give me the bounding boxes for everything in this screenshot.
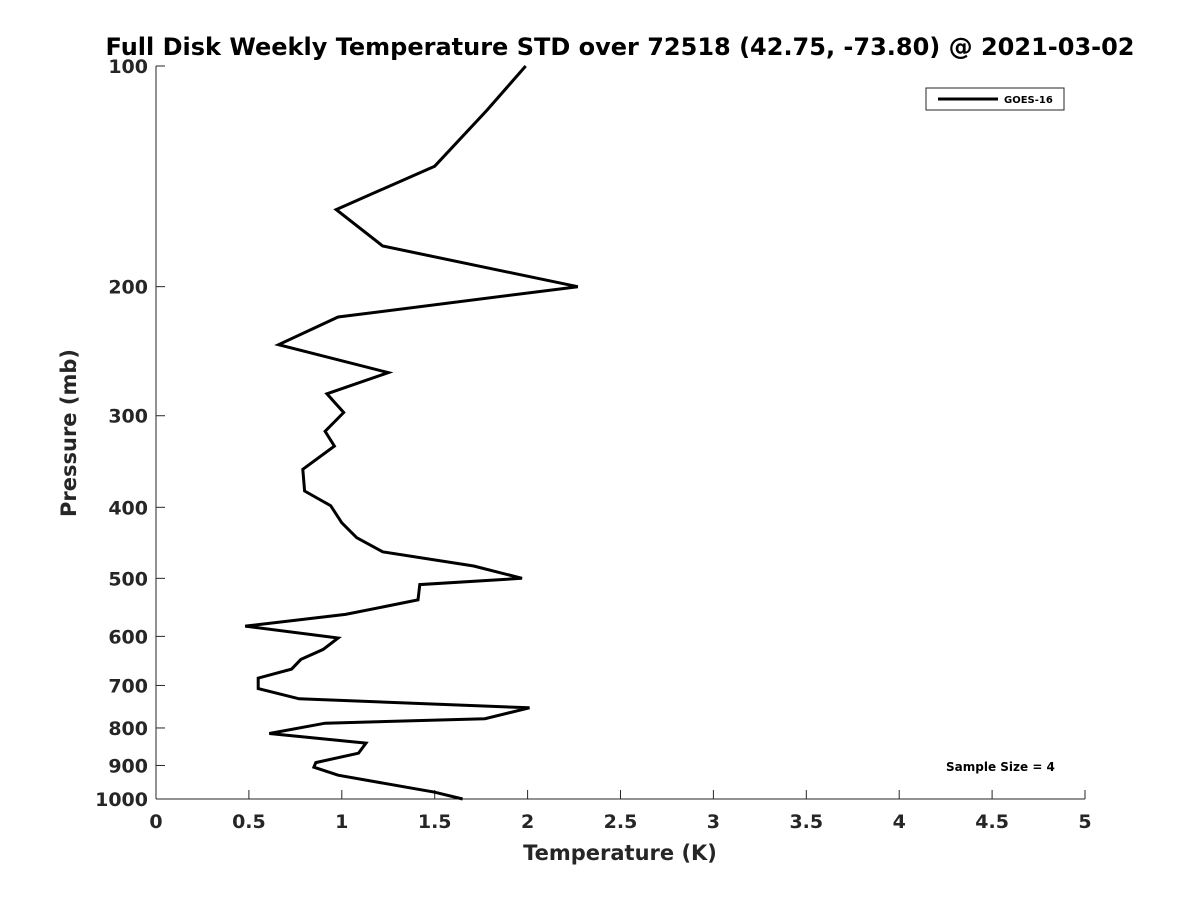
- sample-size-annotation: Sample Size = 4: [946, 760, 1055, 774]
- y-tick-label: 400: [108, 497, 148, 519]
- x-tick-label: 3.5: [789, 811, 823, 833]
- legend: GOES-16: [925, 87, 1065, 111]
- x-ticks: 0 0.5 1 1.5 2 2.5 3 3.5 4 4.5 5: [149, 790, 1092, 833]
- legend-label: GOES-16: [1004, 95, 1053, 106]
- series-line-goes-16: [245, 65, 579, 801]
- x-tick-label: 0: [149, 811, 162, 833]
- x-tick-label: 1: [335, 811, 348, 833]
- y-tick-label: 500: [108, 568, 148, 590]
- y-tick-label: 1000: [95, 789, 148, 811]
- y-ticks: 100 200 300 400 500 600 700 800 900 1000: [95, 56, 165, 811]
- x-tick-label: 2.5: [604, 811, 638, 833]
- x-tick-label: 1.5: [418, 811, 452, 833]
- x-tick-label: 4: [893, 811, 906, 833]
- x-tick-label: 0.5: [232, 811, 266, 833]
- y-axis-label: Pressure (mb): [57, 349, 81, 517]
- x-axis-label: Temperature (K): [523, 841, 717, 865]
- chart-title: Full Disk Weekly Temperature STD over 72…: [106, 33, 1135, 61]
- y-tick-label: 100: [108, 56, 148, 78]
- y-tick-label: 200: [108, 277, 148, 299]
- x-tick-label: 5: [1078, 811, 1091, 833]
- y-tick-label: 300: [108, 406, 148, 428]
- y-tick-label: 700: [108, 675, 148, 697]
- y-tick-label: 900: [108, 755, 148, 777]
- x-tick-label: 4.5: [975, 811, 1009, 833]
- y-tick-label: 600: [108, 626, 148, 648]
- x-tick-label: 2: [521, 811, 534, 833]
- y-tick-label: 800: [108, 718, 148, 740]
- x-tick-label: 3: [707, 811, 720, 833]
